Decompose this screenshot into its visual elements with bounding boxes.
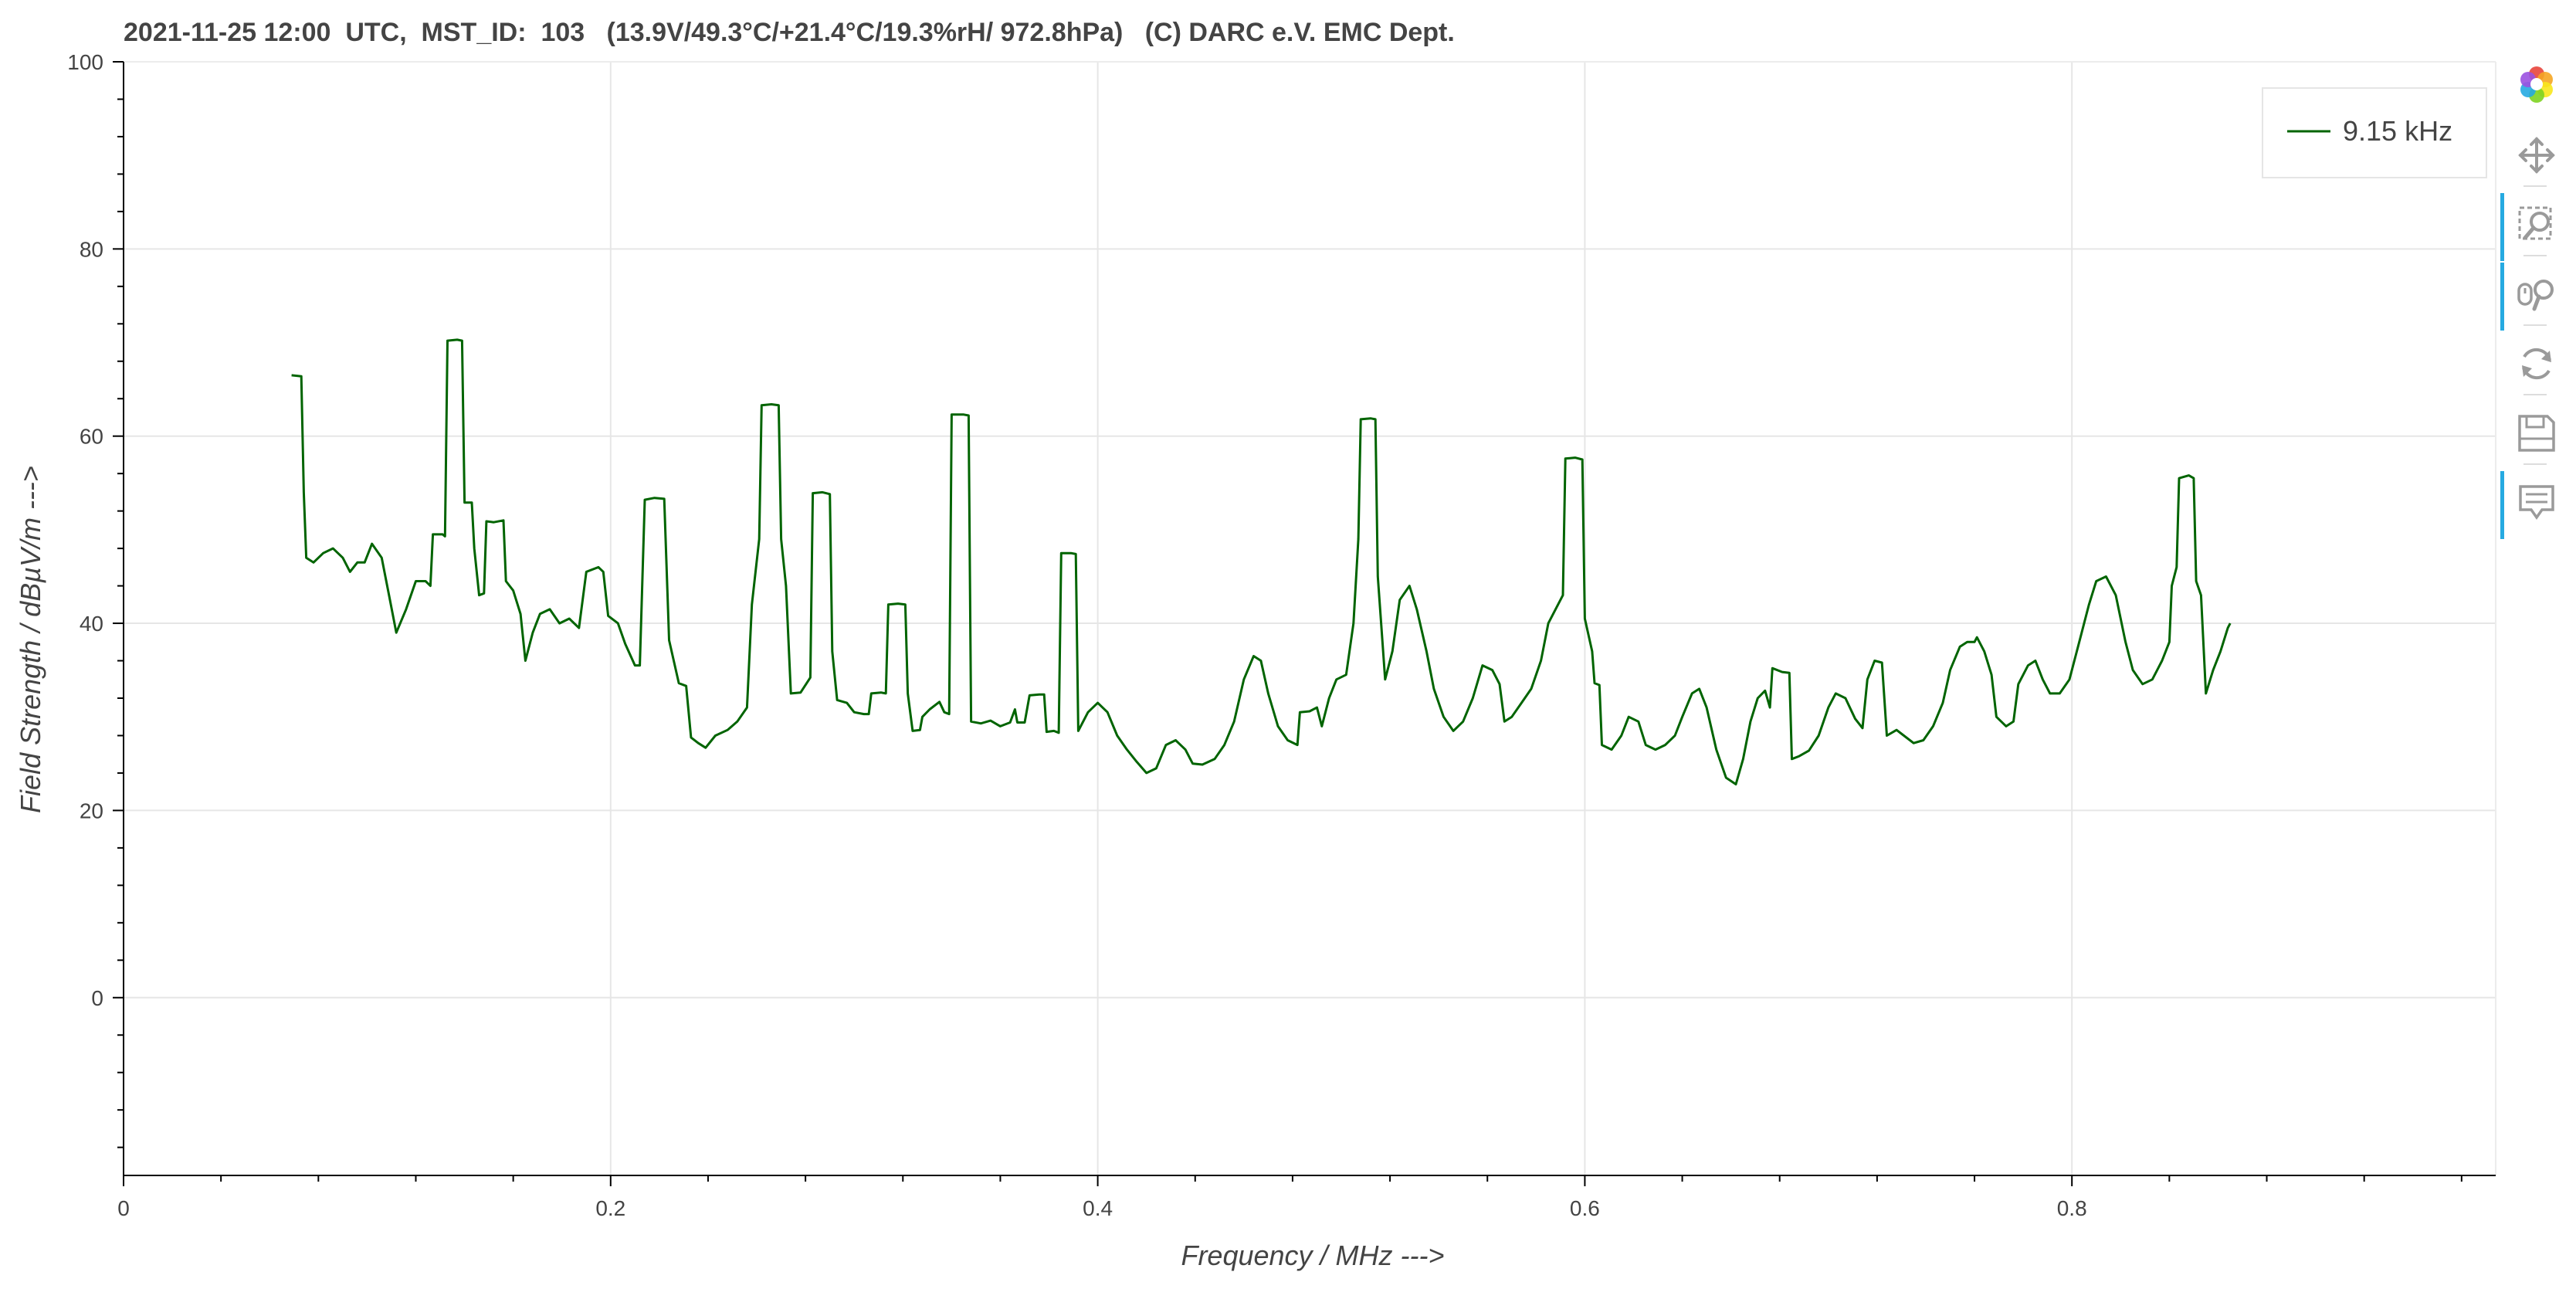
y-tick-label: 60 [80, 425, 103, 449]
y-tick-label: 40 [80, 612, 103, 636]
toolbar-separator [2523, 394, 2547, 395]
active-indicator [2500, 471, 2504, 539]
save-icon [2518, 415, 2555, 452]
x-tick-label: 0.4 [1083, 1196, 1113, 1220]
y-tick-label: 100 [67, 50, 103, 74]
grid-lines [124, 61, 2496, 1175]
y-tick-label: 0 [91, 986, 103, 1010]
box-zoom-tool-button[interactable] [2500, 193, 2570, 261]
chart-title: 2021-11-25 12:00 UTC, MST_ID: 103 (13.9V… [124, 18, 1455, 47]
series-line-9-15-khz [291, 338, 2232, 785]
legend: 9.15 kHz [2262, 87, 2487, 178]
pan-icon [2518, 137, 2555, 174]
hover-tool-button[interactable] [2500, 471, 2570, 539]
y-tick-label: 20 [80, 799, 103, 822]
axes: 0 0.2 0.4 0.6 0.8 0 20 40 60 80 100 [67, 50, 2496, 1220]
hover-icon [2519, 485, 2554, 521]
toolbar-separator [2523, 463, 2547, 465]
reset-icon [2522, 348, 2551, 380]
y-axis-label: Field Strength / dBµV/m ---> [15, 466, 46, 813]
legend-box [2262, 87, 2487, 178]
reset-tool-button[interactable] [2500, 335, 2570, 397]
y-tick-label: 80 [80, 237, 103, 261]
x-tick-label: 0 [117, 1196, 130, 1220]
x-axis-label: Frequency / MHz ---> [1181, 1240, 1444, 1271]
toolbar-separator [2523, 185, 2547, 187]
x-tick-label: 0.6 [1570, 1196, 1600, 1220]
toolbar-separator [2523, 324, 2547, 326]
toolbar-separator [2523, 255, 2547, 256]
active-indicator [2500, 263, 2504, 331]
legend-label-9-15-khz: 9.15 kHz [2343, 115, 2452, 147]
x-tick-label: 0.2 [595, 1196, 625, 1220]
save-tool-button[interactable] [2500, 405, 2570, 466]
wheel-zoom-icon [2517, 280, 2554, 311]
bokeh-logo-icon[interactable] [2500, 56, 2570, 117]
box-zoom-icon [2518, 206, 2552, 240]
series-layer [291, 338, 2232, 785]
pan-tool-button[interactable] [2500, 127, 2570, 188]
x-tick-label: 0.8 [2057, 1196, 2087, 1220]
wheel-zoom-tool-button[interactable] [2500, 263, 2570, 331]
active-indicator [2500, 193, 2504, 261]
